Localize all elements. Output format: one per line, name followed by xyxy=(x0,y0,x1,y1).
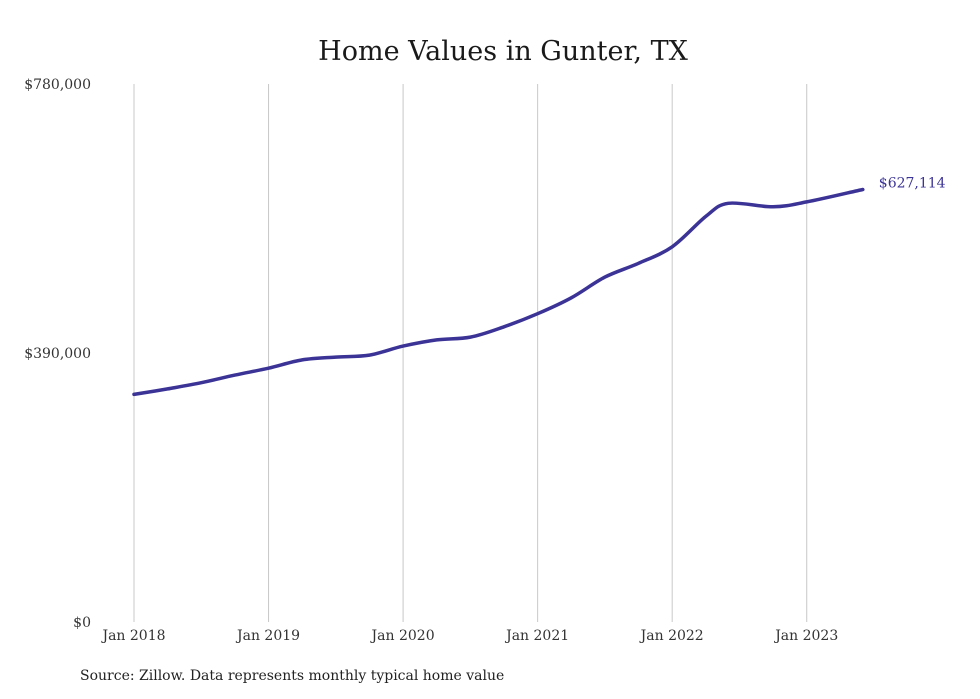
series-layer: $627,114 xyxy=(132,175,946,397)
y-tick-label: $390,000 xyxy=(24,346,91,362)
x-tick-label: Jan 2020 xyxy=(370,628,435,644)
source-note: Source: Zillow. Data represents monthly … xyxy=(80,668,505,684)
gridlines xyxy=(133,84,808,622)
y-tick-label: $780,000 xyxy=(24,77,91,93)
x-tick-label: Jan 2022 xyxy=(639,628,704,644)
x-tick-label: Jan 2018 xyxy=(100,628,165,644)
y-axis-ticks: $0 $390,000 $780,000 xyxy=(24,77,91,631)
series-line-0 xyxy=(132,187,865,397)
chart-title: Home Values in Gunter, TX xyxy=(318,36,688,67)
x-axis-ticks: Jan 2018 Jan 2019 Jan 2020 Jan 2021 Jan 2022… xyxy=(100,628,838,644)
end-value-label: $627,114 xyxy=(879,175,946,191)
y-tick-label: $0 xyxy=(73,615,91,631)
x-tick-label: Jan 2019 xyxy=(235,628,300,644)
x-tick-label: Jan 2023 xyxy=(773,628,838,644)
x-tick-label: Jan 2021 xyxy=(504,628,569,644)
